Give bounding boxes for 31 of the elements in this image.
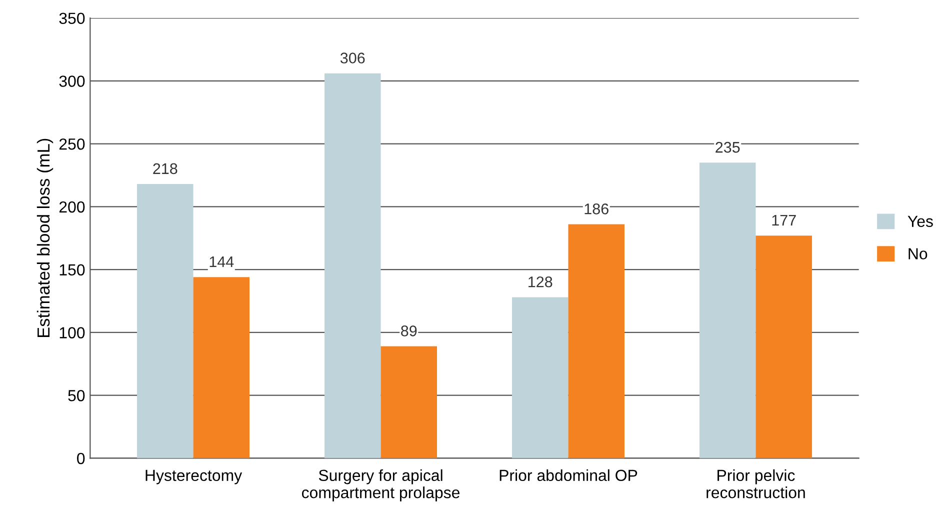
data-label: 186	[584, 204, 608, 214]
x-tick-label: Prior pelvic reconstruction	[706, 469, 805, 498]
data-label: 89	[401, 326, 417, 336]
y-tick-label: 100	[60, 327, 85, 338]
y-axis-title: Estimated blood loss (mL)	[36, 138, 54, 338]
x-tick-label: Prior abdominal OP	[500, 469, 638, 482]
y-tick-label: 250	[59, 138, 85, 150]
y-tick-label: 350	[59, 12, 85, 24]
data-label: 144	[210, 256, 234, 268]
y-tick-label: 200	[59, 201, 85, 213]
y-tick-label: 0	[77, 452, 85, 464]
bar	[568, 224, 624, 458]
data-label: 177	[772, 214, 796, 226]
legend-label: Yes	[908, 216, 933, 227]
bar	[512, 297, 568, 458]
bar	[380, 346, 438, 458]
bar	[193, 277, 250, 458]
x-tick-label: Hysterectomy	[146, 470, 242, 484]
y-tick-label: 300	[59, 76, 85, 87]
legend-label: No	[908, 248, 928, 260]
data-label: 128	[528, 276, 552, 288]
data-label: 306	[340, 52, 365, 64]
y-tick-label: 150	[60, 264, 85, 276]
bar	[699, 162, 756, 458]
data-label: 235	[716, 142, 740, 153]
bar	[137, 184, 194, 458]
x-tick-label: Surgery for apical compartment prolapse	[302, 469, 460, 502]
data-label: 218	[153, 163, 178, 174]
bar	[324, 73, 381, 458]
y-tick-label: 50	[68, 390, 85, 402]
bar	[756, 236, 812, 458]
